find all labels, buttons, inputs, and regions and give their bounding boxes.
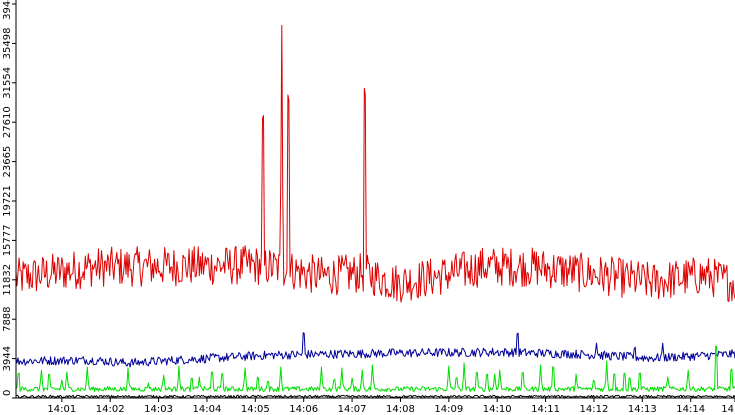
x-tick-label: 14:06 — [289, 404, 318, 415]
series-layer — [15, 24, 735, 399]
x-tick-label: 14:10 — [483, 404, 512, 415]
x-tick-label: 14:09 — [434, 404, 463, 415]
y-tick-label: 35498 — [2, 28, 13, 60]
series-line-2 — [15, 345, 735, 392]
x-tick-label: 14:02 — [96, 404, 125, 415]
y-tick-label: 0 — [2, 390, 13, 396]
y-tick-label: 39443 — [2, 0, 13, 20]
y-tick-label: 19721 — [2, 185, 13, 217]
series-line-0 — [15, 24, 735, 303]
x-tick-label: 14:03 — [144, 404, 173, 415]
x-tick-label: 14:01 — [47, 404, 76, 415]
x-tick-label: 14:05 — [241, 404, 270, 415]
series-line-3 — [15, 394, 735, 399]
y-tick-label: 31554 — [2, 67, 13, 99]
y-tick-label: 23665 — [2, 146, 13, 178]
y-tick-label: 7888 — [2, 306, 13, 331]
x-tick-label: 14:14 — [676, 404, 705, 415]
x-tick-label: 14 — [721, 404, 734, 415]
y-tick-label: 11832 — [2, 264, 13, 296]
x-tick-label: 14:12 — [580, 404, 609, 415]
y-tick-label: 15777 — [2, 224, 13, 256]
x-tick-label: 14:13 — [628, 404, 657, 415]
x-tick-label: 14:04 — [193, 404, 222, 415]
series-line-1 — [15, 332, 735, 368]
x-tick-label: 14:08 — [386, 404, 415, 415]
x-tick-label: 14:11 — [531, 404, 560, 415]
x-tick-label: 14:07 — [338, 404, 367, 415]
y-tick-label: 27610 — [2, 106, 13, 138]
y-tick-label: 3944 — [2, 346, 13, 371]
